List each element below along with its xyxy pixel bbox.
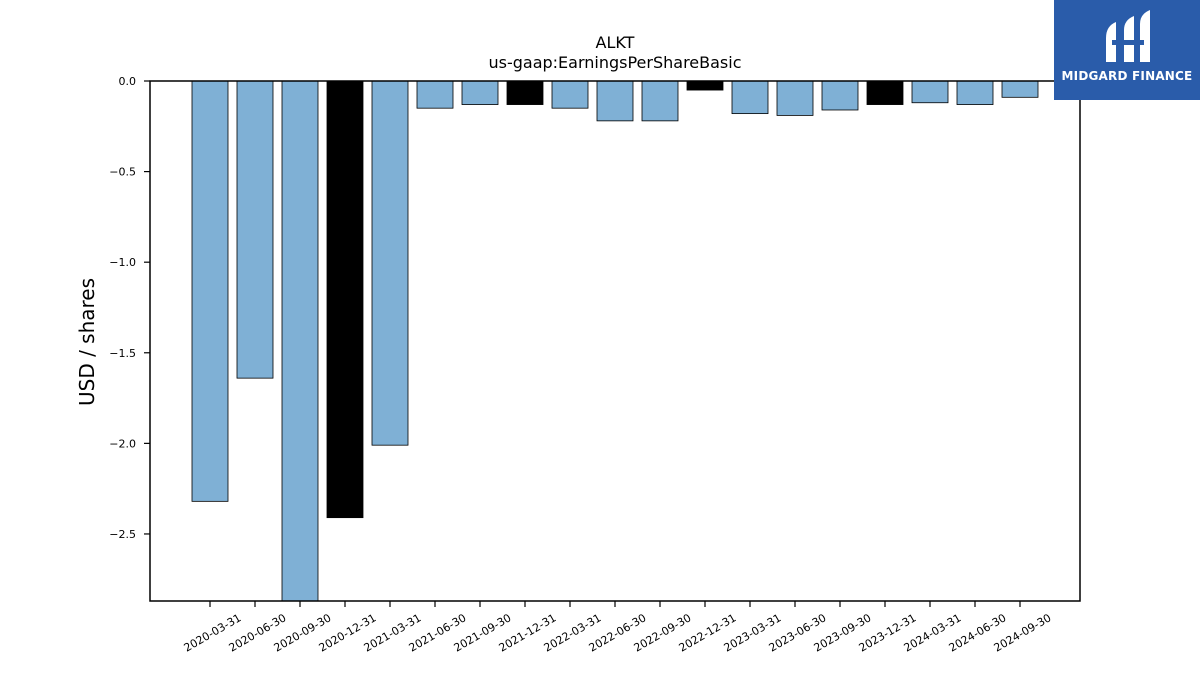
bar-2020-06-30 <box>236 80 274 379</box>
bar-2021-12-31 <box>506 80 544 105</box>
plot-frame <box>149 80 1081 602</box>
brand-logo-text: MIDGARD FINANCE <box>1061 69 1193 83</box>
bar-2021-06-30 <box>416 80 454 109</box>
y-tick-label: 0.0 <box>119 75 137 88</box>
bar-2021-09-30 <box>461 80 499 105</box>
bar-2024-09-30 <box>1001 80 1039 98</box>
bar-2022-09-30 <box>641 80 679 122</box>
x-ticks-group: 2020-03-312020-06-302020-09-302020-12-31… <box>182 601 1054 655</box>
bar-2021-03-31 <box>371 80 409 446</box>
bar-2023-03-31 <box>731 80 769 115</box>
bar-2024-03-31 <box>911 80 949 104</box>
bar-2022-03-31 <box>551 80 589 109</box>
bar-2020-09-30 <box>281 80 319 602</box>
bar-2023-12-31 <box>866 80 904 105</box>
bar-2023-09-30 <box>821 80 859 111</box>
y-tick-label: −2.0 <box>109 437 136 450</box>
y-tick-label: −2.5 <box>109 528 136 541</box>
chart-title: ALKT <box>596 33 635 52</box>
bar-2023-06-30 <box>776 80 814 116</box>
bar-2024-06-30 <box>956 80 994 105</box>
chart-subtitle: us-gaap:EarningsPerShareBasic <box>488 53 741 72</box>
bars-group <box>191 80 1039 602</box>
bar-2022-12-31 <box>686 80 724 91</box>
y-tick-label: −1.0 <box>109 256 136 269</box>
y-ticks-group: 0.0 −0.5 −1.0 −1.5 −2.0 −2.5 <box>109 75 150 541</box>
y-tick-label: −1.5 <box>109 347 136 360</box>
bar-2022-06-30 <box>596 80 634 122</box>
bar-2020-03-31 <box>191 80 229 502</box>
brand-logo: MIDGARD FINANCE <box>1054 0 1200 100</box>
midgard-logo-icon <box>1106 10 1150 62</box>
bar-2020-12-31 <box>326 80 364 519</box>
y-axis-label: USD / shares <box>75 278 99 406</box>
y-tick-label: −0.5 <box>109 166 136 179</box>
